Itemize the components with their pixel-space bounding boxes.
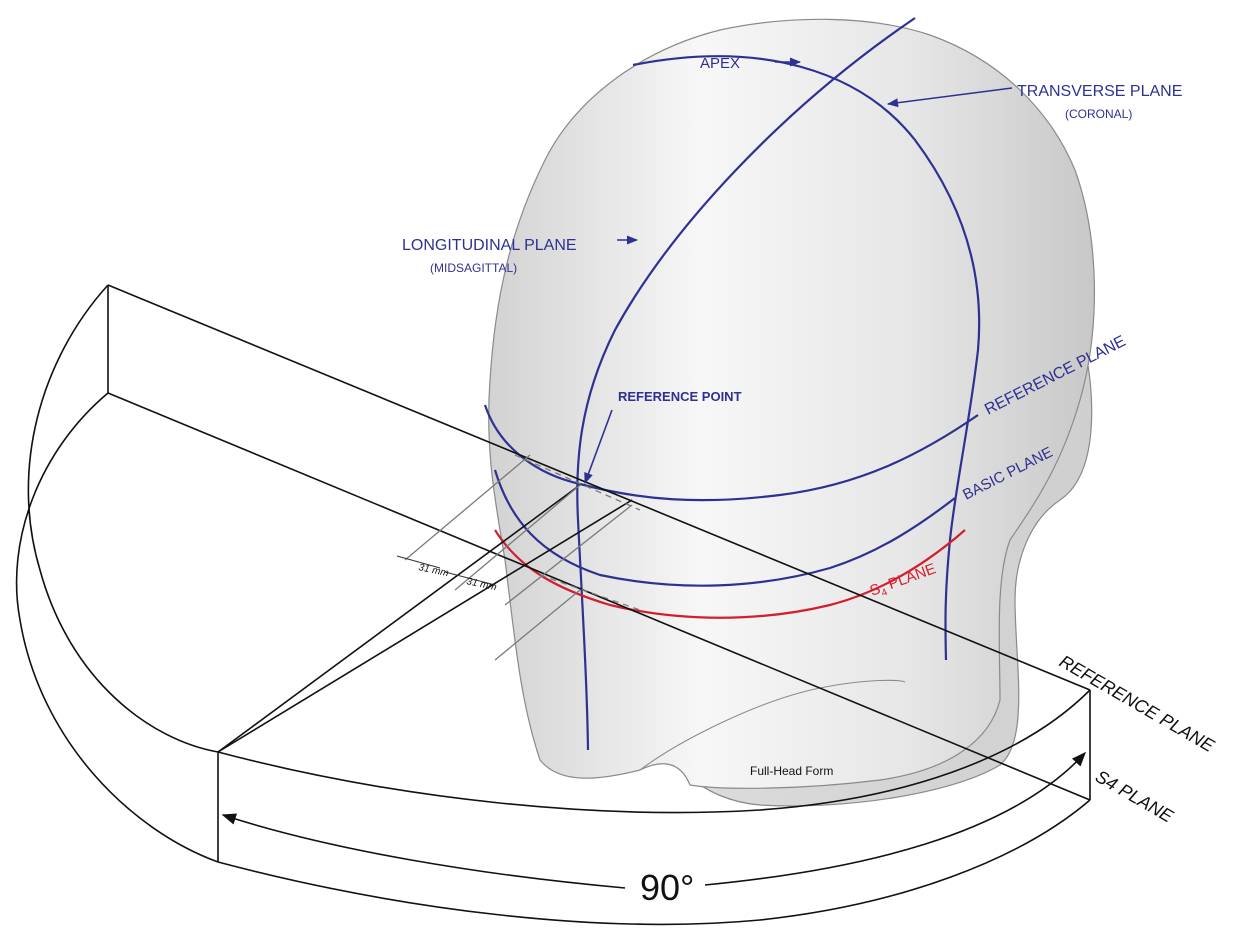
- offset-line-4: [494, 589, 581, 661]
- dimension-tick-2: [444, 571, 496, 586]
- angle-arc-right: [704, 751, 1086, 886]
- basic-plane-curve: [493, 469, 956, 587]
- offset-line-1: [404, 454, 531, 561]
- longitudinal-plane-label: LONGITUDINAL PLANE: [402, 237, 577, 254]
- dimension-label-2: 31 mm: [465, 576, 497, 593]
- s4-plane-side-label: S4 PLANE: [1092, 766, 1177, 827]
- sector-box: [15, 284, 1091, 926]
- offset-line-2: [454, 484, 581, 591]
- box-front-top-edge: [217, 499, 633, 753]
- measurement-lines: [404, 454, 641, 661]
- dimension-tick-1: [396, 555, 441, 569]
- label-arrows: [584, 57, 1013, 485]
- reference-dashed-line: [514, 454, 641, 511]
- box-top-back-edge: [107, 284, 1091, 691]
- angle-arrows: [221, 751, 1086, 889]
- transverse-plane-sublabel: (CORONAL): [1065, 107, 1132, 121]
- apex-label: APEX: [700, 55, 740, 72]
- reference-plane-side-label: REFERENCE PLANE: [1056, 651, 1218, 756]
- reference-plane-curve: [483, 404, 979, 502]
- full-head-form-label: Full-Head Form: [750, 764, 833, 778]
- head-plane-lines: [483, 17, 981, 751]
- box-front-arc-bottom: [217, 799, 1091, 926]
- offset-line-3: [504, 504, 633, 606]
- longitudinal-plane-line: [576, 17, 916, 751]
- full-head-form: [488, 18, 1095, 807]
- box-pivot-line: [217, 484, 581, 753]
- dimension-marks: 31 mm 31 mm: [396, 555, 498, 593]
- box-outer-arc-top: [27, 284, 219, 753]
- s4-dashed-line: [539, 574, 641, 611]
- dimension-label-1: 31 mm: [417, 562, 449, 579]
- transverse-plane-label: TRANSVERSE PLANE: [1017, 83, 1182, 100]
- chin-contour: [639, 679, 906, 771]
- box-front-arc-top: [217, 689, 1091, 814]
- angle-label: 90°: [640, 867, 694, 908]
- s4-plane-curve: [494, 529, 966, 619]
- reference-point-label: REFERENCE POINT: [618, 389, 742, 404]
- box-mid-back-edge: [107, 392, 1091, 801]
- longitudinal-plane-sublabel: (MIDSAGITTAL): [430, 261, 517, 275]
- angle-arc-left: [221, 813, 626, 889]
- transverse-plane-line: [632, 55, 981, 661]
- box-outer-arc-bottom: [15, 392, 219, 863]
- head-main-shape: [488, 18, 1095, 789]
- s4-subscript: 4: [880, 587, 889, 599]
- transverse-arrow: [886, 87, 1013, 108]
- reference-point-arrow: [584, 409, 613, 485]
